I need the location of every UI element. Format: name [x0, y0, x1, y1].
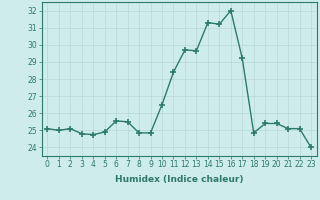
X-axis label: Humidex (Indice chaleur): Humidex (Indice chaleur) [115, 175, 244, 184]
